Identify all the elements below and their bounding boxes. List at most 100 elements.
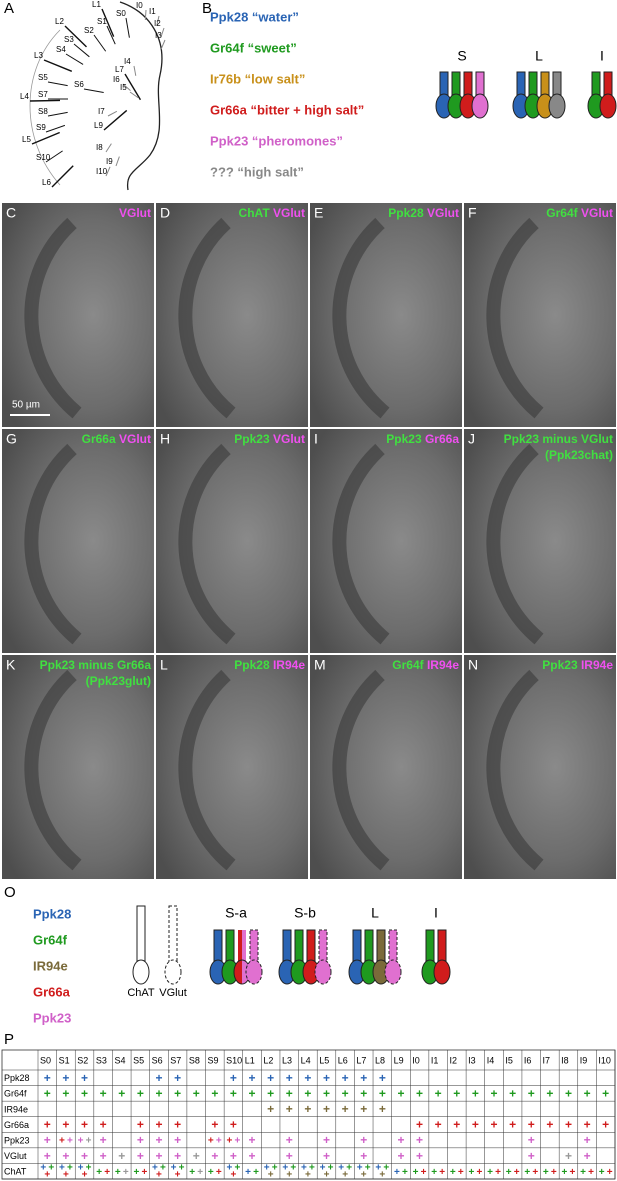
channel-label: Ppk23 VGlut <box>234 432 305 446</box>
cell-mark: + <box>397 1133 404 1147</box>
row-label: ChAT <box>4 1167 27 1177</box>
cell-mark: + <box>40 1163 46 1174</box>
channel-name: Ppk28 <box>234 658 270 672</box>
cell-mark: + <box>546 1087 553 1101</box>
receptor-legend: Gr66a “bitter + high salt” <box>210 102 364 117</box>
cell-mark: + <box>104 1167 110 1178</box>
cell-mark: + <box>304 1071 311 1085</box>
cell-mark: + <box>160 1163 166 1174</box>
cell-mark: + <box>365 1163 371 1174</box>
cell-mark: + <box>174 1149 181 1163</box>
neuron-body <box>164 959 182 985</box>
cell-mark: + <box>346 1163 352 1174</box>
cell-mark: + <box>290 1163 296 1174</box>
column-header: S1 <box>59 1055 70 1065</box>
tissue-arc <box>486 669 544 871</box>
tissue-arc <box>178 443 236 645</box>
neuron-body <box>433 959 451 985</box>
column-header: L6 <box>338 1055 348 1065</box>
channel-label: (Ppk23glut) <box>86 674 151 688</box>
neuron-body <box>471 93 489 119</box>
channel-label: ChAT VGlut <box>239 206 305 220</box>
sensillum-label: I0 <box>136 1 143 10</box>
channel-label: Ppk23 IR94e <box>542 658 613 672</box>
cell-mark: + <box>304 1087 311 1101</box>
cell-mark: + <box>394 1167 400 1178</box>
neuron-body <box>234 960 242 984</box>
sensillum-label: L6 <box>42 178 51 187</box>
cell-mark: + <box>360 1102 367 1116</box>
cell-mark: + <box>267 1102 274 1116</box>
cell-mark: + <box>230 1087 237 1101</box>
cell-mark: + <box>96 1167 102 1178</box>
cell-mark: + <box>264 1163 270 1174</box>
cell-mark: + <box>174 1133 181 1147</box>
cell-mark: + <box>189 1167 195 1178</box>
receptor-legend: Gr64f <box>33 932 68 947</box>
column-header: L1 <box>245 1055 255 1065</box>
cell-mark: + <box>245 1167 251 1178</box>
sensillum-label: L7 <box>115 65 124 74</box>
cell-mark: + <box>253 1167 259 1178</box>
cell-mark: + <box>81 1071 88 1085</box>
sensillum-label: S6 <box>74 80 84 89</box>
cell-mark: + <box>528 1087 535 1101</box>
cell-mark: + <box>100 1087 107 1101</box>
channel-name: VGlut <box>581 206 613 220</box>
column-header: I5 <box>505 1055 513 1065</box>
bristle <box>103 109 128 131</box>
bristle <box>51 165 74 188</box>
cell-mark: + <box>141 1167 147 1178</box>
column-header: I10 <box>598 1055 611 1065</box>
cell-mark: + <box>249 1133 256 1147</box>
cell-mark: + <box>379 1170 385 1181</box>
key-label: VGlut <box>159 987 187 999</box>
column-header: L9 <box>394 1055 404 1065</box>
cell-mark: + <box>584 1133 591 1147</box>
cell-mark: + <box>282 1163 288 1174</box>
sensillum-label: L3 <box>34 51 43 60</box>
cell-mark: + <box>249 1071 256 1085</box>
panel-letter: D <box>160 205 170 221</box>
group-label: S <box>457 48 466 64</box>
tissue-arc <box>24 443 82 645</box>
cell-mark: + <box>286 1102 293 1116</box>
receptor-legend: Ppk23 “pheromones” <box>210 133 343 148</box>
bristle <box>115 156 120 167</box>
column-header: I4 <box>487 1055 495 1065</box>
panel-letter: I <box>314 431 318 447</box>
cell-mark: + <box>439 1167 445 1178</box>
cell-mark: + <box>546 1118 553 1132</box>
cell-mark: + <box>179 1163 185 1174</box>
cell-mark: + <box>328 1163 334 1174</box>
cell-mark: + <box>62 1087 69 1101</box>
neuron-body <box>245 959 263 985</box>
sensillum-label: L4 <box>20 92 29 101</box>
column-header: S7 <box>170 1055 181 1065</box>
cell-mark: + <box>175 1170 181 1181</box>
bristle <box>160 39 166 50</box>
cell-mark: + <box>227 1163 233 1174</box>
cell-mark: + <box>472 1118 479 1132</box>
cell-mark: + <box>78 1136 84 1147</box>
panel-letter: P <box>4 1031 14 1048</box>
cell-mark: + <box>472 1087 479 1101</box>
cell-mark: + <box>421 1167 427 1178</box>
scale-bar-label: 50 µm <box>12 400 40 411</box>
cell-mark: + <box>81 1087 88 1101</box>
cell-mark: + <box>286 1170 292 1181</box>
cell-mark: + <box>357 1163 363 1174</box>
cell-mark: + <box>100 1133 107 1147</box>
cell-mark: + <box>249 1087 256 1101</box>
cell-mark: + <box>86 1136 92 1147</box>
cell-mark: + <box>375 1163 381 1174</box>
row-label: Gr64f <box>4 1089 27 1099</box>
column-header: I8 <box>561 1055 569 1065</box>
cell-mark: + <box>360 1087 367 1101</box>
cell-mark: + <box>491 1087 498 1101</box>
column-header: S4 <box>114 1055 125 1065</box>
sensillum-label: S7 <box>38 90 48 99</box>
sensillum-label: I3 <box>155 31 162 40</box>
tissue-arc <box>332 217 390 419</box>
column-header: S5 <box>133 1055 144 1065</box>
